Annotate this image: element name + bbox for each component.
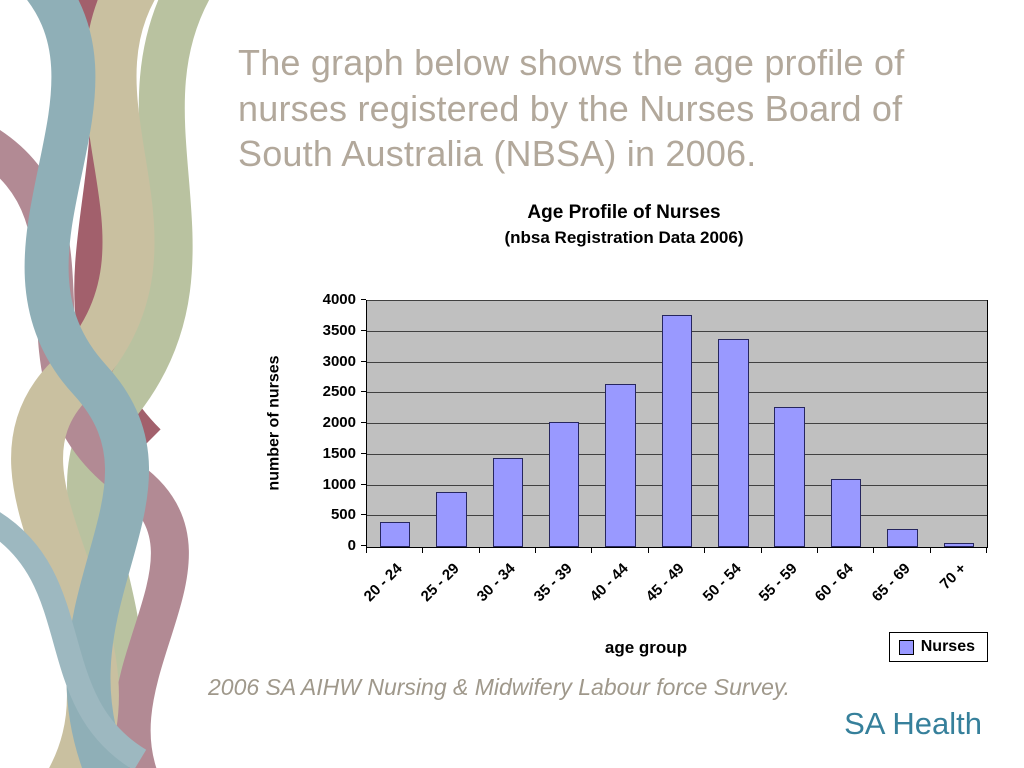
x-label-2: 25 - 29 — [417, 560, 463, 606]
bar-45-49 — [661, 314, 693, 547]
x-tick-mark-11 — [986, 547, 987, 553]
x-tick-mark-7 — [760, 547, 762, 553]
bar-slot-1 — [367, 301, 423, 547]
y-tick-label-3000: 3000 — [322, 352, 356, 370]
bar-slot-11 — [931, 301, 987, 547]
y-tick-mark-2000 — [361, 422, 366, 423]
x-label-10: 65 - 69 — [868, 560, 914, 606]
bar-slot-9 — [818, 301, 874, 547]
bar-30-34 — [492, 457, 524, 547]
plot-area — [366, 300, 988, 548]
x-label-8: 55 - 59 — [755, 560, 801, 606]
x-tick-marks — [366, 547, 987, 553]
age-profile-chart: Age Profile of Nurses (nbsa Registration… — [258, 192, 990, 674]
ribbon-lightblue — [0, 512, 147, 768]
y-tick-mark-2500 — [361, 391, 366, 393]
bars — [367, 301, 987, 547]
bar-slot-5 — [592, 301, 648, 547]
x-label-7: 50 - 54 — [699, 560, 745, 606]
bar-65-69 — [887, 528, 918, 547]
y-axis-title: number of nurses — [260, 300, 290, 546]
decorative-ribbons — [0, 0, 210, 768]
x-label-3: 30 - 34 — [473, 560, 519, 606]
x-label-1: 20 - 24 — [361, 560, 407, 606]
brand-logo-text: SA Health — [844, 706, 982, 741]
y-tick-marks — [361, 299, 366, 546]
gridline-4000 — [367, 300, 987, 301]
bar-slot-3 — [480, 301, 536, 547]
y-tick-mark-500 — [361, 514, 366, 516]
y-tick-mark-3000 — [361, 360, 366, 362]
x-axis-labels: 20 - 24 25 - 29 30 - 34 35 - 39 40 - 44 45 - … — [361, 556, 986, 634]
x-tick-mark-10 — [929, 547, 931, 553]
x-label-11: 70 + — [936, 560, 970, 593]
bar-25-29 — [436, 491, 467, 547]
bar-slot-2 — [423, 301, 479, 547]
bar-slot-4 — [536, 301, 592, 547]
x-tick-mark-8 — [816, 547, 818, 553]
y-tick-label-2000: 2000 — [322, 414, 356, 431]
y-tick-mark-1000 — [361, 483, 366, 485]
y-axis-ticks: 0 500 1000 1500 2000 2500 3000 3500 4000 — [298, 291, 358, 554]
y-tick-label-4000: 4000 — [322, 291, 356, 308]
x-label-5: 40 - 44 — [586, 560, 632, 606]
y-tick-label-0: 0 — [347, 537, 356, 554]
bar-slot-7 — [705, 301, 761, 547]
bar-70+ — [943, 542, 974, 547]
y-tick-label-500: 500 — [330, 506, 356, 524]
x-tick-mark-3 — [535, 547, 537, 553]
bar-slot-8 — [762, 301, 818, 547]
legend-swatch-icon — [898, 639, 914, 655]
y-tick-label-3500: 3500 — [322, 321, 356, 339]
x-tick-mark-4 — [591, 547, 593, 553]
y-axis-title-text: number of nurses — [266, 355, 284, 491]
x-tick-mark-0 — [366, 547, 367, 553]
bar-55-59 — [774, 407, 805, 547]
y-tick-mark-3500 — [361, 329, 366, 331]
chart-title: Age Profile of Nurses — [527, 202, 721, 223]
x-label-4: 35 - 39 — [530, 560, 576, 606]
y-tick-label-1000: 1000 — [322, 475, 356, 493]
x-tick-mark-9 — [873, 547, 875, 553]
x-tick-mark-5 — [647, 547, 649, 553]
legend-label: Nurses — [920, 638, 975, 655]
source-caption: 2006 SA AIHW Nursing & Midwifery Labour … — [208, 674, 791, 700]
y-tick-label-1500: 1500 — [322, 444, 356, 462]
bar-40-44 — [605, 384, 636, 547]
slide-title: The graph below shows the age profile of… — [238, 42, 905, 175]
bar-50-54 — [718, 338, 749, 547]
x-label-6: 45 - 49 — [642, 560, 689, 606]
y-tick-mark-0 — [361, 545, 366, 546]
legend: Nurses — [888, 632, 988, 662]
bar-slot-10 — [874, 301, 930, 547]
bar-60-64 — [830, 479, 862, 547]
bar-35-39 — [549, 422, 580, 547]
x-tick-mark-2 — [478, 547, 480, 553]
y-tick-label-2500: 2500 — [322, 383, 356, 401]
x-tick-mark-6 — [704, 547, 706, 553]
y-tick-mark-4000 — [361, 299, 366, 300]
y-tick-mark-1500 — [361, 452, 366, 454]
bar-slot-6 — [649, 301, 705, 547]
x-axis-title: age group — [604, 638, 688, 657]
chart-subtitle: (nbsa Registration Data 2006) — [504, 228, 744, 247]
x-label-9: 60 - 64 — [812, 560, 858, 606]
bar-20-24 — [379, 522, 411, 547]
ribbon-teal — [24, 0, 149, 768]
x-tick-mark-1 — [422, 547, 424, 553]
